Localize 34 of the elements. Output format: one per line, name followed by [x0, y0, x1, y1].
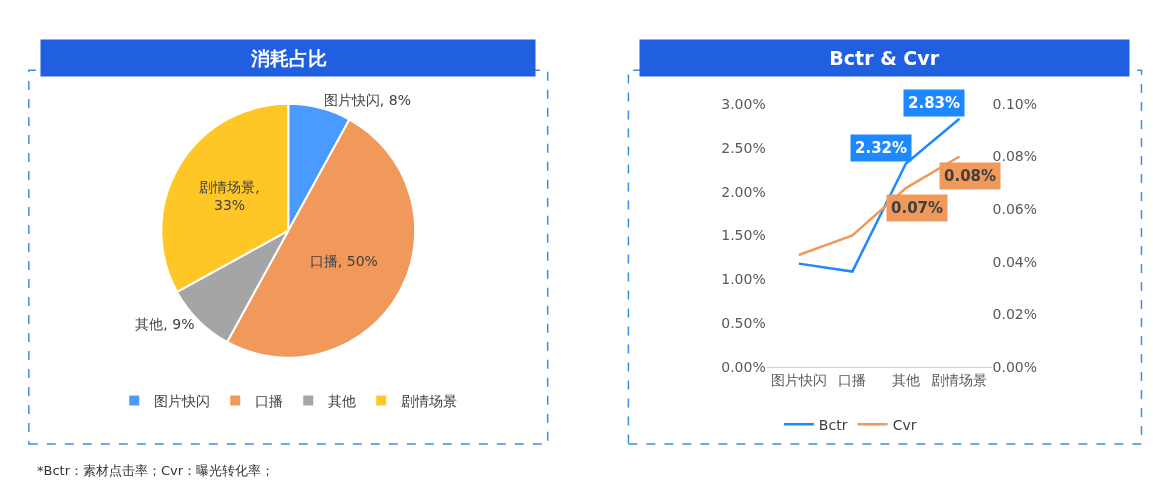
legend-label: 图片快闪 [154, 392, 211, 409]
data-label: 剧情场景, 33% [199, 178, 260, 214]
legend-label: Cvr [892, 416, 917, 433]
y-tick-label: 2.50% [721, 139, 766, 156]
x-tick-label: 剧情场景 [931, 372, 988, 389]
x-tick-label: 其他 [891, 372, 920, 389]
legend-label: 其他 [328, 392, 357, 409]
y-tick-label: 1.50% [721, 227, 766, 244]
y-tick-label: 1.00% [721, 271, 766, 288]
data-label: 2.32% [855, 139, 908, 157]
y2-tick-label: 0.08% [992, 148, 1038, 165]
y-tick-label: 3.00% [721, 95, 766, 112]
legend-label: 口播 [255, 392, 284, 409]
legend-label: Bctr [818, 416, 848, 433]
y-tick-label: 0.50% [721, 315, 766, 332]
data-label: 2.83% [908, 94, 961, 112]
chart-title: 消耗占比 [249, 47, 327, 69]
y2-tick-label: 0.04% [992, 253, 1038, 270]
y2-tick-label: 0.06% [992, 201, 1038, 218]
y2-tick-label: 0.02% [992, 306, 1038, 323]
data-label: 0.07% [891, 199, 944, 217]
y2-tick-label: 0.00% [992, 359, 1038, 376]
x-tick-label: 图片快闪 [770, 372, 827, 389]
data-label: 图片快闪, 8% [323, 92, 411, 109]
data-label: 口播, 50% [309, 253, 378, 270]
x-tick-label: 口播 [838, 372, 867, 389]
text: *Bctr：素材点击率；Cvr：曝光转化率； [37, 463, 275, 478]
chart-title: Bctr & Cvr [829, 47, 940, 69]
y2-tick-label: 0.10% [992, 95, 1038, 112]
legend-label: 剧情场景 [401, 392, 458, 409]
y-tick-label: 0.00% [721, 359, 766, 376]
y-tick-label: 2.00% [721, 183, 766, 200]
data-label: 0.08% [944, 167, 997, 185]
data-label: 其他, 9% [135, 316, 195, 333]
